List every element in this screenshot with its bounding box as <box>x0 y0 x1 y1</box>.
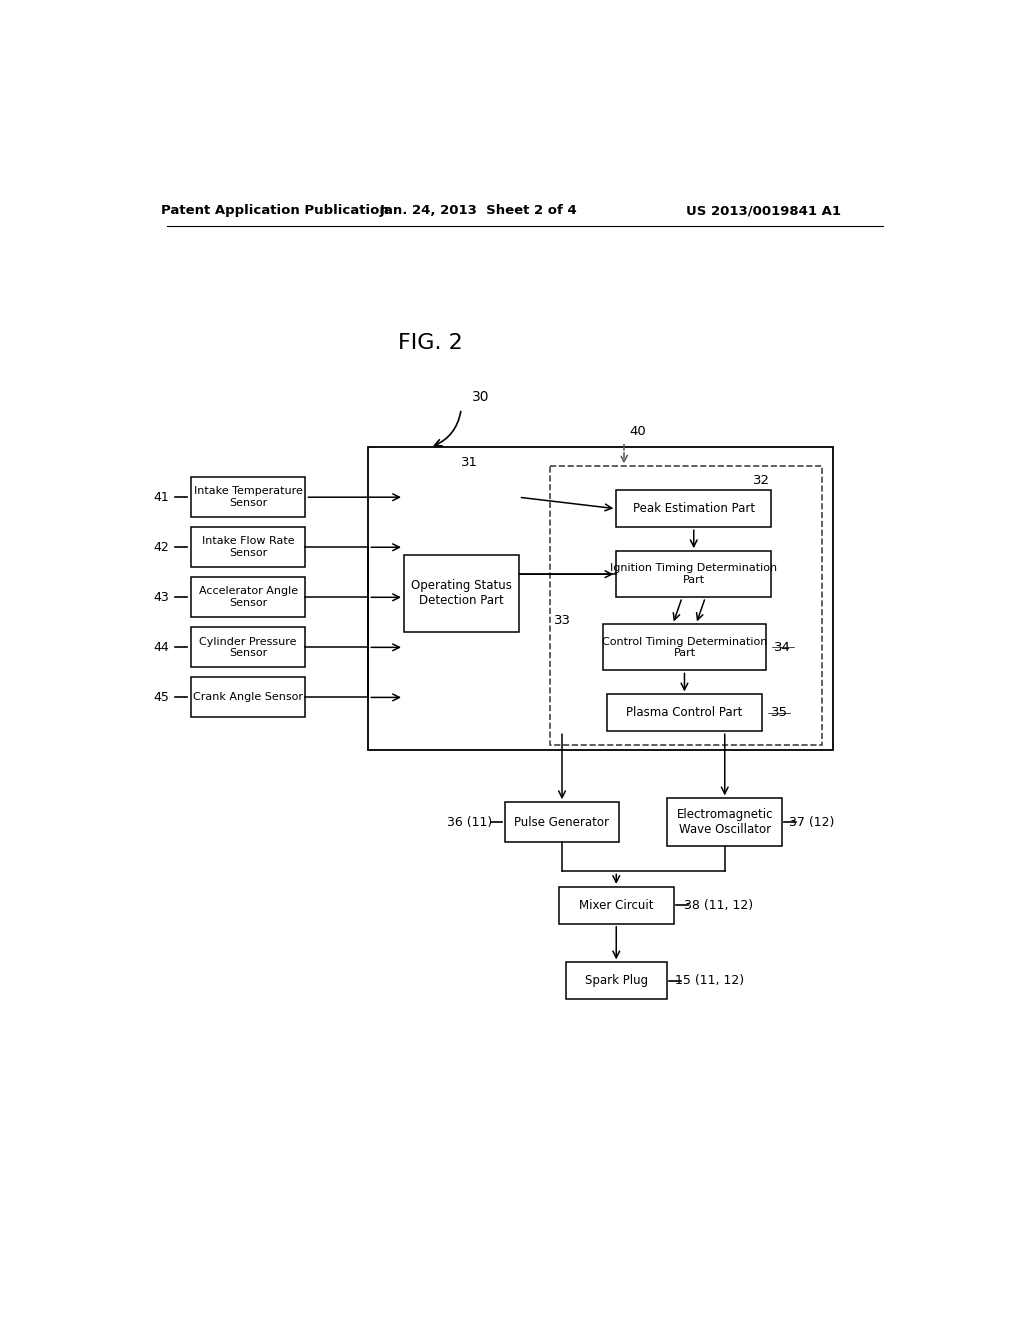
Text: Electromagnetic
Wave Oscillator: Electromagnetic Wave Oscillator <box>677 808 773 836</box>
Bar <box>566 962 667 999</box>
Text: 40: 40 <box>630 425 646 438</box>
Text: Cylinder Pressure
Sensor: Cylinder Pressure Sensor <box>200 636 297 659</box>
Text: Plasma Control Part: Plasma Control Part <box>627 706 742 719</box>
Text: Accelerator Angle
Sensor: Accelerator Angle Sensor <box>199 586 298 609</box>
Bar <box>403 554 518 632</box>
Bar <box>607 694 762 731</box>
Text: Pulse Generator: Pulse Generator <box>514 816 609 829</box>
Text: 33: 33 <box>554 614 570 627</box>
Text: 44: 44 <box>154 640 169 653</box>
Bar <box>190 577 305 618</box>
Text: Peak Estimation Part: Peak Estimation Part <box>633 502 755 515</box>
Text: FIG. 2: FIG. 2 <box>398 333 463 354</box>
Text: 38 (11, 12): 38 (11, 12) <box>684 899 753 912</box>
Bar <box>369 447 834 750</box>
Bar <box>616 552 771 597</box>
Text: 34: 34 <box>774 640 792 653</box>
Text: 43: 43 <box>154 591 169 603</box>
Text: 32: 32 <box>754 474 770 487</box>
Text: Mixer Circuit: Mixer Circuit <box>579 899 653 912</box>
Text: Jan. 24, 2013  Sheet 2 of 4: Jan. 24, 2013 Sheet 2 of 4 <box>380 205 578 218</box>
Bar <box>616 490 771 527</box>
Text: Control Timing Determination
Part: Control Timing Determination Part <box>602 636 767 659</box>
Text: 41: 41 <box>154 491 169 504</box>
Bar <box>550 466 821 744</box>
Text: 36 (11): 36 (11) <box>447 816 493 829</box>
Bar <box>190 527 305 568</box>
Bar <box>505 803 620 842</box>
Text: Intake Flow Rate
Sensor: Intake Flow Rate Sensor <box>202 536 295 558</box>
Text: 35: 35 <box>770 706 787 719</box>
Text: 37 (12): 37 (12) <box>788 816 835 829</box>
Text: Ignition Timing Determination
Part: Ignition Timing Determination Part <box>610 564 777 585</box>
Text: 31: 31 <box>461 455 477 469</box>
Bar <box>668 799 782 846</box>
Text: US 2013/0019841 A1: US 2013/0019841 A1 <box>686 205 841 218</box>
Text: Crank Angle Sensor: Crank Angle Sensor <box>194 693 303 702</box>
Bar <box>559 887 674 924</box>
Bar <box>190 677 305 718</box>
Text: 45: 45 <box>154 690 169 704</box>
Bar <box>190 627 305 668</box>
Text: 15 (11, 12): 15 (11, 12) <box>675 974 743 987</box>
Text: 30: 30 <box>472 391 489 404</box>
Bar <box>190 478 305 517</box>
Text: Intake Temperature
Sensor: Intake Temperature Sensor <box>194 486 302 508</box>
Bar <box>603 624 766 671</box>
Text: 42: 42 <box>154 541 169 554</box>
Text: Operating Status
Detection Part: Operating Status Detection Part <box>411 579 512 607</box>
Text: Spark Plug: Spark Plug <box>585 974 648 987</box>
Text: Patent Application Publication: Patent Application Publication <box>162 205 389 218</box>
